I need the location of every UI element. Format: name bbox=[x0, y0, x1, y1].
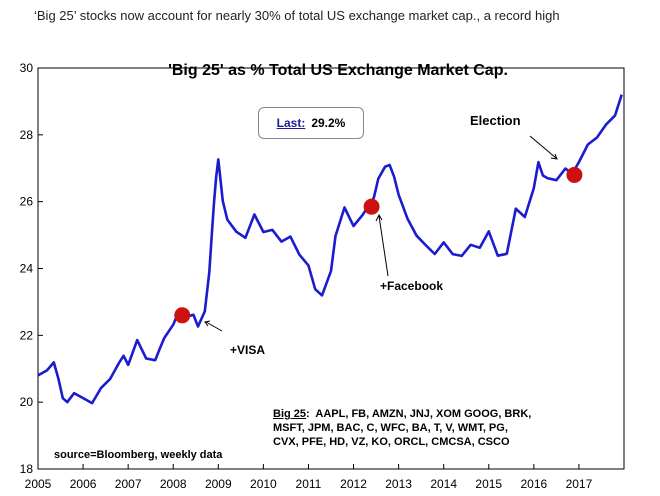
facebook-arrow bbox=[378, 215, 389, 277]
y-tick-label: 20 bbox=[20, 395, 34, 409]
x-tick-label: 2010 bbox=[250, 477, 277, 491]
visa-marker bbox=[174, 307, 191, 324]
x-tick-label: 2012 bbox=[340, 477, 367, 491]
series-line bbox=[37, 94, 623, 405]
x-tick-label: 2006 bbox=[70, 477, 97, 491]
election-arrowhead bbox=[550, 153, 558, 160]
x-tick-label: 2007 bbox=[115, 477, 142, 491]
big25-text-1: AAPL, FB, AMZN, JNJ, XOM GOOG, BRK, bbox=[315, 408, 532, 420]
last-label: Last: bbox=[276, 116, 306, 130]
chart-title: 'Big 25' as % Total US Exchange Market C… bbox=[168, 62, 508, 79]
event-markers bbox=[174, 166, 583, 324]
source-note: source=Bloomberg, weekly data bbox=[54, 449, 223, 461]
facebook-annotation: +Facebook bbox=[380, 279, 444, 293]
election-marker bbox=[566, 166, 583, 183]
facebook-arrowhead bbox=[375, 213, 383, 222]
x-tick-label: 2013 bbox=[385, 477, 412, 491]
x-tick-label: 2008 bbox=[160, 477, 187, 491]
y-tick-label: 30 bbox=[20, 61, 34, 75]
visa-arrowhead bbox=[204, 320, 211, 327]
y-tick-label: 24 bbox=[20, 262, 34, 276]
visa-arrow bbox=[205, 321, 223, 332]
big25-line-3: CVX, PFE, HD, VZ, KO, ORCL, CMCSA, CSCO bbox=[273, 436, 510, 448]
big25-line-2: MSFT, JPM, BAC, C, WFC, BA, T, V, WMT, P… bbox=[273, 422, 508, 434]
x-tick-label: 2017 bbox=[566, 477, 593, 491]
x-tick-label: 2016 bbox=[520, 477, 547, 491]
x-tick-label: 2014 bbox=[430, 477, 457, 491]
big25-label: Big 25 bbox=[273, 408, 307, 420]
y-tick-label: 26 bbox=[20, 195, 34, 209]
y-tick-label: 28 bbox=[20, 128, 34, 142]
facebook-marker bbox=[363, 198, 380, 215]
x-tick-label: 2011 bbox=[296, 477, 322, 491]
election-annotation: Election bbox=[470, 113, 521, 128]
big25-constituents: Big 25: AAPL, FB, AMZN, JNJ, XOM GOOG, B… bbox=[273, 407, 531, 449]
election-arrow bbox=[529, 135, 557, 159]
visa-annotation: +VISA bbox=[230, 343, 266, 357]
last-value-box: Last: 29.2% bbox=[258, 107, 364, 139]
x-tick-label: 2009 bbox=[205, 477, 232, 491]
x-tick-label: 2015 bbox=[475, 477, 502, 491]
x-axis: 2005 2006 2007 2008 2009 2010 2011 2012 2013 2014… bbox=[25, 464, 593, 491]
big25-line-1: Big 25: AAPL, FB, AMZN, JNJ, XOM GOOG, B… bbox=[273, 408, 532, 420]
y-tick-label: 18 bbox=[20, 462, 34, 476]
y-tick-label: 22 bbox=[20, 328, 34, 342]
annotation-arrows bbox=[204, 135, 558, 332]
last-value: 29.2% bbox=[311, 116, 346, 130]
chart-headline: ‘Big 25’ stocks now account for nearly 3… bbox=[34, 8, 560, 23]
x-tick-label: 2005 bbox=[25, 477, 52, 491]
y-axis: 18 20 22 24 26 28 30 bbox=[20, 61, 43, 476]
